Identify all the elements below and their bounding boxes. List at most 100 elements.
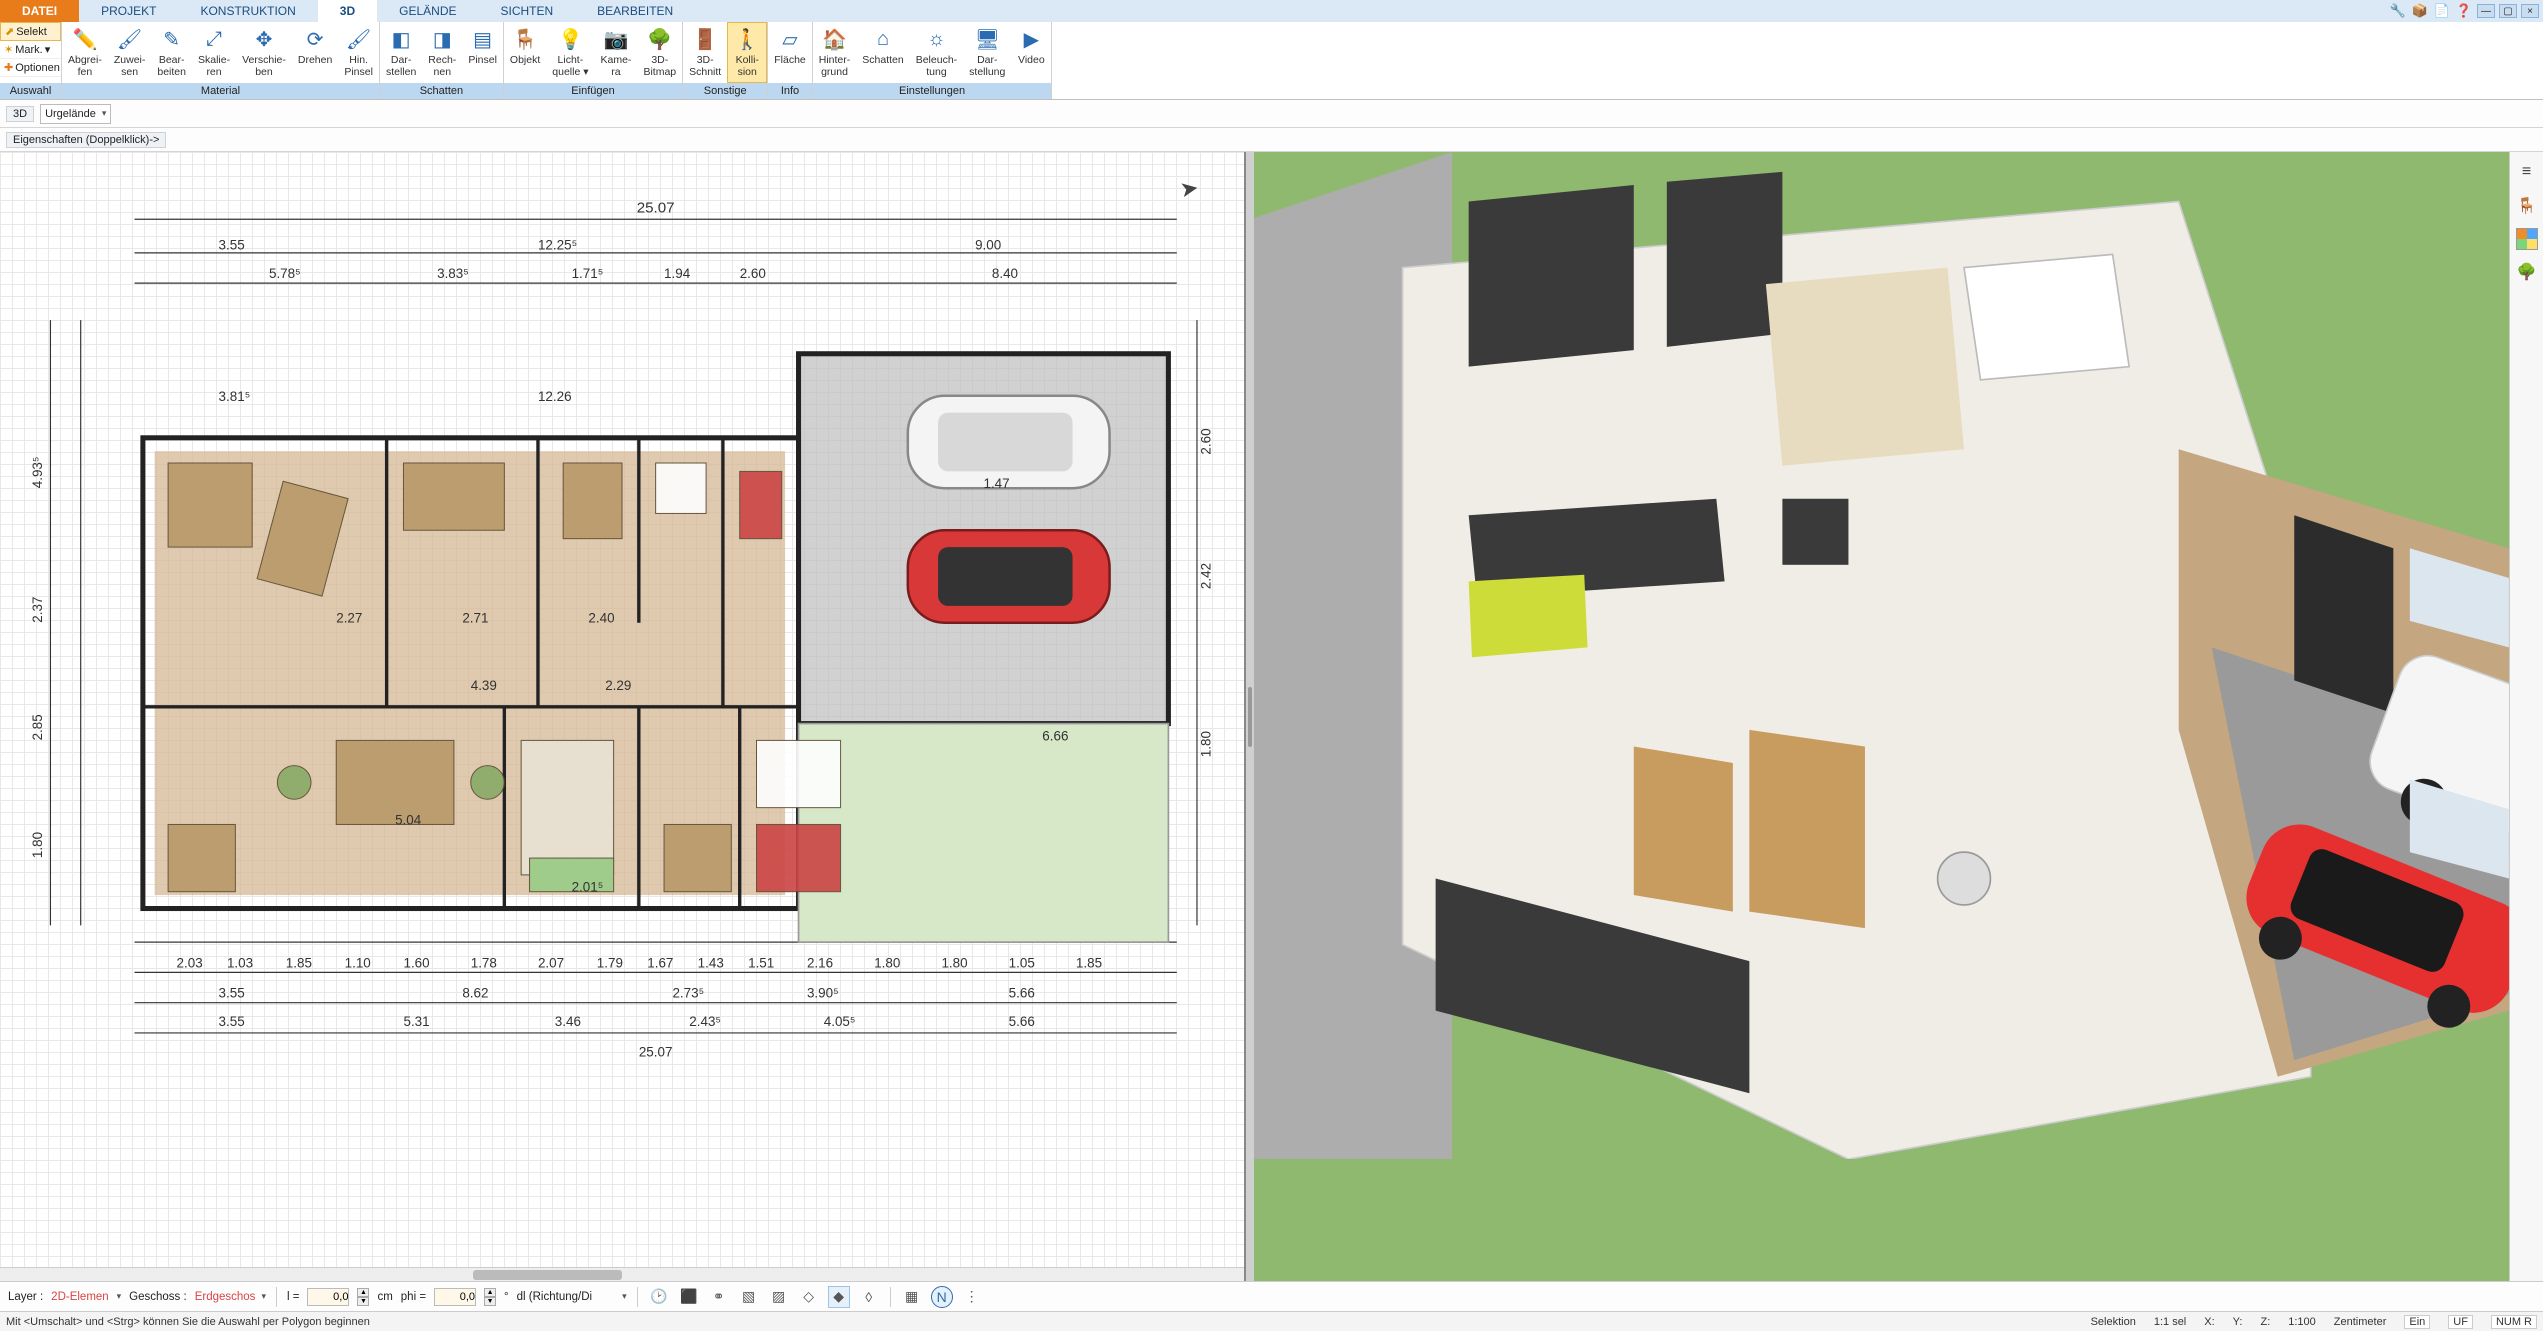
zuweisen-icon: 🖌 — [116, 26, 144, 52]
menu-tab-projekt[interactable]: PROJEKT — [79, 0, 178, 22]
svg-text:1.78: 1.78 — [471, 955, 497, 970]
clock-icon[interactable]: 🕑 — [648, 1286, 670, 1308]
link-icon[interactable]: ⚭ — [708, 1286, 730, 1308]
terrain-dropdown[interactable]: Urgelände — [40, 104, 111, 124]
length-down[interactable]: ▼ — [357, 1297, 369, 1306]
ribbon-group-label-material: Material — [62, 83, 379, 99]
hatch-icon[interactable]: ▨ — [768, 1286, 790, 1308]
svg-text:2.01⁵: 2.01⁵ — [572, 880, 604, 895]
layers2-icon[interactable]: ▧ — [738, 1286, 760, 1308]
help-icon[interactable]: ❓ — [2455, 2, 2473, 20]
optionen-button[interactable]: ✚Optionen — [0, 59, 61, 77]
svg-text:3.55: 3.55 — [219, 1014, 245, 1029]
ribbon-flaeche-button[interactable]: ▱Fläche — [768, 22, 812, 83]
length-up[interactable]: ▲ — [357, 1288, 369, 1297]
layers-icon[interactable]: ≡ — [2515, 160, 2539, 184]
svg-text:2.40: 2.40 — [588, 611, 614, 626]
phi-up[interactable]: ▲ — [484, 1288, 496, 1297]
ribbon-skalieren-button[interactable]: ⤢Skalie- ren — [192, 22, 236, 83]
ribbon-beleuchtung-button[interactable]: ☼Beleuch- tung — [910, 22, 963, 83]
view-toolbar: 3D Urgelände — [0, 100, 2543, 128]
more-icon[interactable]: ⋮ — [961, 1286, 983, 1308]
layer-dropdown[interactable]: 2D-Elemen — [51, 1291, 121, 1303]
box-icon[interactable]: 📦 — [2411, 2, 2429, 20]
status-y: Y: — [2233, 1316, 2243, 1328]
furniture-icon[interactable]: 🪑 — [2515, 194, 2539, 218]
menu-tab-3d[interactable]: 3D — [318, 0, 377, 22]
sheet-icon[interactable]: 📄 — [2433, 2, 2451, 20]
material-palette-icon[interactable] — [2516, 228, 2538, 250]
ribbon-3dschnitt-button[interactable]: 🚪3D- Schnitt — [683, 22, 727, 83]
svg-text:1.85: 1.85 — [1076, 955, 1102, 970]
grid-icon[interactable]: ▦ — [901, 1286, 923, 1308]
ribbon-pinsel-button[interactable]: ▤Pinsel — [462, 22, 503, 83]
selekt-button[interactable]: ⬈Selekt — [0, 22, 61, 41]
svg-text:2.03: 2.03 — [177, 955, 203, 970]
svg-text:1.79: 1.79 — [597, 955, 623, 970]
ribbon-darstellen-button[interactable]: ◧Dar- stellen — [380, 22, 422, 83]
ribbon-left-panel: ⬈Selekt ✶Mark. ▾ ✚Optionen Auswahl — [0, 22, 62, 99]
ribbon-darstellung-button[interactable]: 🖥Dar- stellung — [963, 22, 1011, 83]
record-icon[interactable]: ⬛ — [678, 1286, 700, 1308]
ribbon-hinpinsel-button[interactable]: 🖌Hin. Pinsel — [338, 22, 379, 83]
floorplan-2d-view[interactable]: ➤ 25.07 — [0, 152, 1246, 1281]
properties-hint[interactable]: Eigenschaften (Doppelklick)-> — [6, 132, 166, 148]
svg-text:2.27: 2.27 — [336, 611, 362, 626]
ribbon-schatten2-button[interactable]: ⌂ Schatten — [856, 22, 909, 83]
length-input[interactable] — [307, 1288, 349, 1306]
schatten2-icon: ⌂ — [869, 26, 897, 52]
menu-tab-bearbeiten[interactable]: BEARBEITEN — [575, 0, 695, 22]
geschoss-dropdown[interactable]: Erdgeschos — [195, 1291, 266, 1303]
ribbon-objekt-button[interactable]: 🪑Objekt — [504, 22, 546, 83]
ribbon-verschieben-button[interactable]: ✥Verschie- ben — [236, 22, 292, 83]
3d-view[interactable]: ◆ — [1254, 152, 2509, 1281]
ribbon-group-einfügen: 🪑Objekt💡Licht- quelle ▾📷Kame- ra🌳3D- Bit… — [504, 22, 683, 99]
menu-tab-konstruktion[interactable]: KONSTRUKTION — [178, 0, 317, 22]
ribbon-kamera-button[interactable]: 📷Kame- ra — [595, 22, 638, 83]
mark-button[interactable]: ✶Mark. ▾ — [0, 41, 61, 59]
ribbon-lichtquelle-button[interactable]: 💡Licht- quelle ▾ — [546, 22, 594, 83]
tree-icon[interactable]: 🌳 — [2515, 260, 2539, 284]
outline-icon[interactable]: ◊ — [858, 1286, 880, 1308]
ribbon-abgreifen-button[interactable]: ✏️Abgrei- fen — [62, 22, 108, 83]
shade-icon[interactable]: ◆ — [828, 1286, 850, 1308]
ribbon-video-button[interactable]: ▶Video — [1011, 22, 1051, 83]
ribbon-3dbitmap-button[interactable]: 🌳3D- Bitmap — [637, 22, 682, 83]
ribbon-zuweisen-button[interactable]: 🖌Zuwei- sen — [108, 22, 152, 83]
ribbon-group-material: ✏️Abgrei- fen🖌Zuwei- sen✎Bear- beiten⤢Sk… — [62, 22, 380, 99]
status-sel: 1:1 sel — [2154, 1316, 2186, 1328]
menu-tab-gelaende[interactable]: GELÄNDE — [377, 0, 478, 22]
darstellung-label: Dar- stellung — [969, 54, 1005, 78]
svg-text:2.71: 2.71 — [462, 611, 488, 626]
abgreifen-label: Abgrei- fen — [68, 54, 102, 78]
minimize-button[interactable]: — — [2477, 4, 2495, 18]
phi-down[interactable]: ▼ — [484, 1297, 496, 1306]
wrench-icon[interactable]: 🔧 — [2389, 2, 2407, 20]
darstellen-icon: ◧ — [387, 26, 415, 52]
status-unit: Zentimeter — [2334, 1316, 2387, 1328]
north-icon[interactable]: N — [931, 1286, 953, 1308]
close-button[interactable]: × — [2521, 4, 2539, 18]
svg-text:8.40: 8.40 — [992, 266, 1018, 281]
ribbon-rechnen-button[interactable]: ◨Rech- nen — [422, 22, 462, 83]
menu-tab-datei[interactable]: DATEI — [0, 0, 79, 22]
schatten2-label: Schatten — [862, 54, 903, 66]
ribbon-drehen-button[interactable]: ⟳Drehen — [292, 22, 338, 83]
status-selektion: Selektion — [2091, 1316, 2136, 1328]
ribbon-hintergrund-button[interactable]: 🏠Hinter- grund — [813, 22, 857, 83]
svg-text:4.05⁵: 4.05⁵ — [824, 1014, 856, 1029]
horizontal-scrollbar[interactable] — [0, 1267, 1244, 1281]
pane-splitter[interactable] — [1246, 152, 1254, 1281]
drehen-label: Drehen — [298, 54, 332, 66]
ribbon-kollision-button[interactable]: 🚶Kolli- sion — [727, 22, 767, 83]
right-side-toolbar: ≡ 🪑 🌳 — [2509, 152, 2543, 1281]
ribbon-bearbeiten-button[interactable]: ✎Bear- beiten — [151, 22, 192, 83]
diamond-icon[interactable]: ◇ — [798, 1286, 820, 1308]
length-label: l = — [287, 1291, 299, 1303]
maximize-button[interactable]: ▢ — [2499, 4, 2517, 18]
properties-toolbar: Eigenschaften (Doppelklick)-> — [0, 128, 2543, 152]
svg-text:2.37: 2.37 — [30, 597, 45, 623]
menu-tab-sichten[interactable]: SICHTEN — [479, 0, 576, 22]
phi-input[interactable] — [434, 1288, 476, 1306]
dl-dropdown[interactable]: dl (Richtung/Di — [517, 1291, 627, 1303]
